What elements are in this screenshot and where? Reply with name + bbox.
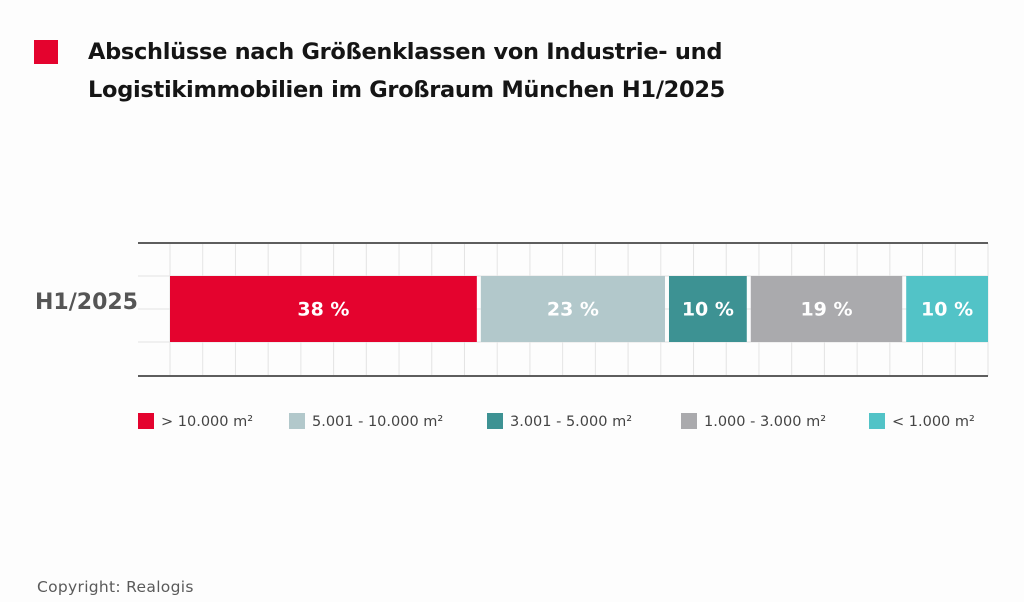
bar-segment [906, 276, 988, 342]
title-marker [34, 40, 58, 64]
copyright-text: Copyright: Realogis [37, 578, 194, 596]
legend-swatch [869, 413, 885, 429]
chart-title: Abschlüsse nach Größenklassen von Indust… [88, 33, 888, 109]
bar-segment [170, 276, 477, 342]
chart-title-line-2: Logistikimmobilien im Großraum München H… [88, 77, 726, 103]
legend-swatch [487, 413, 503, 429]
data-label: 23 % [547, 299, 599, 321]
legend-label: 5.001 - 10.000 m² [312, 414, 443, 430]
legend-swatch [681, 413, 697, 429]
bar-segment [750, 276, 903, 342]
legend-label: > 10.000 m² [161, 414, 253, 430]
bar-segment [668, 276, 747, 342]
category-label: H1/2025 [35, 290, 138, 315]
data-label: 38 % [297, 299, 349, 321]
legend-label: < 1.000 m² [892, 414, 975, 430]
legend-label: 1.000 - 3.000 m² [704, 414, 826, 430]
legend-swatch [289, 413, 305, 429]
bar-segment [480, 276, 665, 342]
legend-swatch [138, 413, 154, 429]
data-label: 10 % [682, 299, 734, 321]
data-label: 10 % [921, 299, 973, 321]
chart-title-line-1: Abschlüsse nach Größenklassen von Indust… [88, 39, 723, 65]
data-label: 19 % [800, 299, 852, 321]
legend-label: 3.001 - 5.000 m² [510, 414, 632, 430]
